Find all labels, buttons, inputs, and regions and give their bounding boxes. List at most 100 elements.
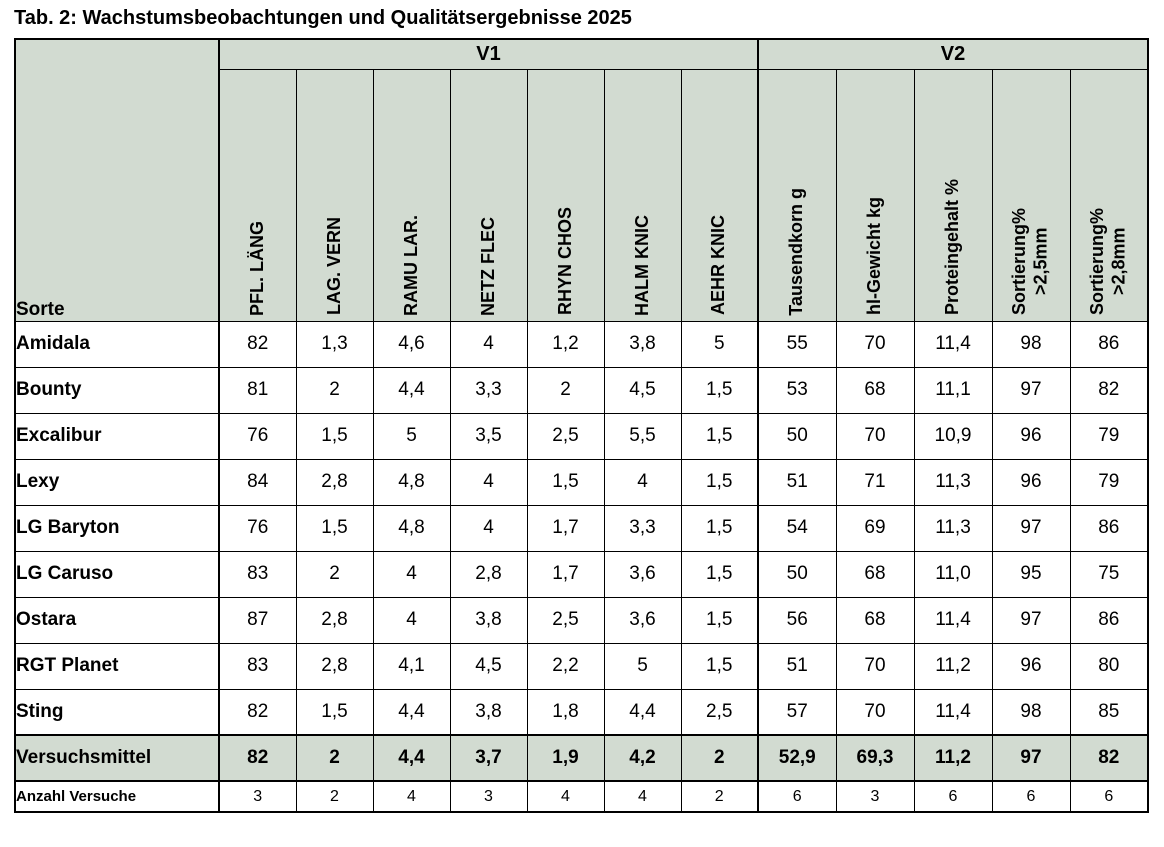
cell: 97 [991, 596, 1071, 644]
cell: 11,4 [913, 688, 993, 736]
cell: 4,5 [449, 642, 528, 690]
cell: 3,3 [449, 366, 528, 414]
cell: 2,8 [449, 550, 528, 598]
cell: 3,5 [449, 412, 528, 460]
cell: 4,4 [372, 734, 451, 782]
table-row: LG Baryton 76 1,5 4,8 4 1,7 3,3 1,5 54 69 11,3 97 86 [14, 504, 1149, 552]
table-row: RGT Planet 83 2,8 4,1 4,5 2,2 5 1,5 51 70 11,2 96 80 [14, 642, 1149, 690]
cell: 76 [218, 504, 297, 552]
count-row: Anzahl Versuche 3 2 4 3 4 4 2 6 3 6 6 6 [14, 780, 1149, 813]
cell: 2,5 [680, 688, 759, 736]
cell: 97 [991, 366, 1071, 414]
cell: 97 [991, 504, 1071, 552]
table-row: Bounty 81 2 4,4 3,3 2 4,5 1,5 53 68 11,1 97 82 [14, 366, 1149, 414]
cell: 6 [757, 780, 837, 813]
cell: 51 [757, 642, 837, 690]
table-row: Amidala 82 1,3 4,6 4 1,2 3,8 5 55 70 11,4 98 86 [14, 320, 1149, 368]
cell: 3 [218, 780, 297, 813]
column-header-9: hl-Gewicht kg [835, 68, 915, 322]
results-table: Sorte V1 V2 PFL. LÄNG LAG. VERN RAMU LAR. N… [14, 38, 1150, 813]
column-header-5: RHYN CHOS [526, 68, 605, 322]
cell: 4,6 [372, 320, 451, 368]
column-header-11: Sortierung% >2,5mm [991, 68, 1071, 322]
cell: 68 [835, 596, 915, 644]
table-header: Sorte V1 V2 PFL. LÄNG LAG. VERN RAMU LAR. N… [14, 38, 1149, 322]
row-label: RGT Planet [14, 642, 220, 690]
cell: 79 [1069, 412, 1149, 460]
cell: 2 [295, 780, 374, 813]
cell: 5,5 [603, 412, 682, 460]
cell: 82 [218, 320, 297, 368]
cell: 2 [526, 366, 605, 414]
cell: 1,5 [526, 458, 605, 506]
cell: 2,5 [526, 412, 605, 460]
cell: 11,4 [913, 596, 993, 644]
cell: 4 [526, 780, 605, 813]
cell: 2,8 [295, 642, 374, 690]
cell: 4,5 [603, 366, 682, 414]
cell: 2,8 [295, 458, 374, 506]
cell: 54 [757, 504, 837, 552]
row-label: Anzahl Versuche [14, 780, 220, 813]
cell: 4,2 [603, 734, 682, 782]
cell: 84 [218, 458, 297, 506]
cell: 1,5 [295, 504, 374, 552]
cell: 11,1 [913, 366, 993, 414]
column-header-row: PFL. LÄNG LAG. VERN RAMU LAR. NETZ FLEC RHYN… [15, 68, 1149, 322]
column-header-7: AEHR KNIC [680, 68, 759, 322]
column-header-6: HALM KNIC [603, 68, 682, 322]
cell: 57 [757, 688, 837, 736]
cell: 98 [991, 688, 1071, 736]
cell: 3,6 [603, 596, 682, 644]
group-header-v2: V2 [756, 38, 1149, 70]
column-header-label: RHYN CHOS [554, 207, 575, 316]
cell: 4,8 [372, 458, 451, 506]
cell: 75 [1069, 550, 1149, 598]
cell: 3,8 [449, 688, 528, 736]
column-header-label: hl-Gewicht kg [864, 197, 885, 316]
cell: 56 [757, 596, 837, 644]
column-header-label: AEHR KNIC [708, 215, 729, 316]
cell: 4,4 [603, 688, 682, 736]
group-header-row: Sorte V1 V2 [14, 38, 1149, 322]
cell: 55 [757, 320, 837, 368]
cell: 79 [1069, 458, 1149, 506]
row-label: Excalibur [14, 412, 220, 460]
cell: 2,2 [526, 642, 605, 690]
cell: 95 [991, 550, 1071, 598]
cell: 83 [218, 642, 297, 690]
column-header-label: LAG. VERN [323, 217, 344, 316]
cell: 4 [372, 550, 451, 598]
cell: 96 [991, 458, 1071, 506]
cell: 1,5 [680, 642, 759, 690]
column-header-12: Sortierung% >2,8mm [1069, 68, 1149, 322]
cell: 69,3 [835, 734, 915, 782]
cell: 1,5 [680, 366, 759, 414]
column-header-8: Tausendkorn g [757, 68, 837, 322]
column-header-2: LAG. VERN [295, 68, 374, 322]
cell: 1,7 [526, 504, 605, 552]
cell: 4 [449, 504, 528, 552]
cell: 1,7 [526, 550, 605, 598]
cell: 85 [1069, 688, 1149, 736]
row-label: Sting [14, 688, 220, 736]
cell: 1,5 [680, 550, 759, 598]
cell: 11,3 [913, 504, 993, 552]
cell: 86 [1069, 504, 1149, 552]
row-label: Amidala [14, 320, 220, 368]
table-row: Lexy 84 2,8 4,8 4 1,5 4 1,5 51 71 11,3 96 79 [14, 458, 1149, 506]
cell: 4 [372, 596, 451, 644]
table-row: Ostara 87 2,8 4 3,8 2,5 3,6 1,5 56 68 11,4 97 86 [14, 596, 1149, 644]
cell: 1,5 [295, 688, 374, 736]
cell: 87 [218, 596, 297, 644]
column-header-1: PFL. LÄNG [218, 68, 297, 322]
cell: 3,6 [603, 550, 682, 598]
cell: 1,5 [680, 458, 759, 506]
cell: 5 [680, 320, 759, 368]
cell: 6 [991, 780, 1071, 813]
column-header-label: Proteingehalt % [942, 179, 963, 316]
cell: 2,8 [295, 596, 374, 644]
table-row: LG Caruso 83 2 4 2,8 1,7 3,6 1,5 50 68 11,0 95 75 [14, 550, 1149, 598]
row-label: LG Baryton [14, 504, 220, 552]
cell: 2 [680, 780, 759, 813]
